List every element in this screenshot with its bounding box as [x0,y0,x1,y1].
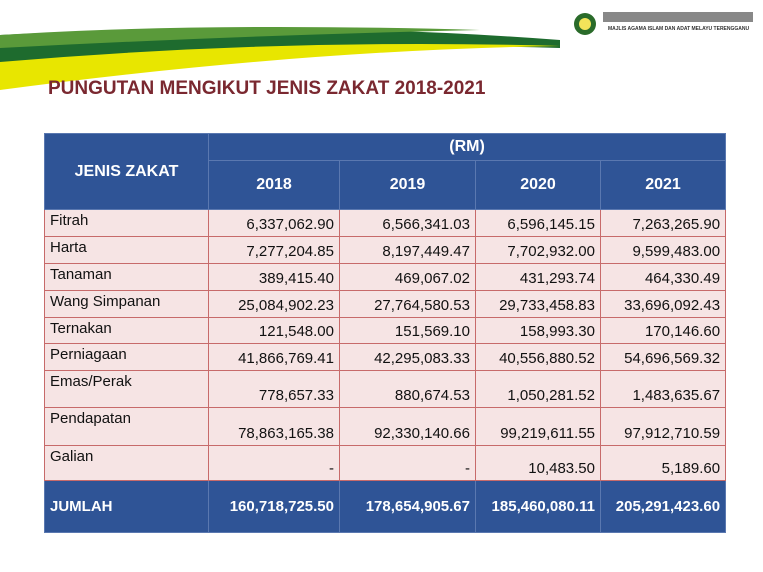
amount: 97,912,710.59 [599,407,727,446]
total-amount: 205,291,423.60 [599,480,727,533]
data-row: Perniagaan 41,866,769.41 42,295,083.33 40,5… [44,343,727,371]
total-label: JUMLAH [44,480,209,533]
amount: 54,696,569.32 [599,343,727,371]
total-amount: 178,654,905.67 [339,480,476,533]
type-label: Emas/Perak [44,370,209,408]
amount: 5,189.60 [599,445,727,481]
slide-title: PUNGUTAN MENGIKUT JENIS ZAKAT 2018-2021 [48,78,486,99]
data-row: Galian - -10,483.50 5,189.60 [44,445,727,481]
total-row: JUMLAH 160,718,725.50 178,654,905.67 185,46… [44,480,727,533]
amount: 170,146.60 [599,317,727,344]
amount: 92,330,140.66 [339,407,476,446]
amount: 464,330.49 [599,263,727,291]
unit-header: (RM) [207,133,727,161]
type-label: Perniagaan [44,343,209,371]
amount: 25,084,902.23 [208,290,340,318]
header-row: 2018 2019 2020 2021 [45,160,727,210]
amount: 880,674.53 [339,370,476,408]
header-row: JENIS ZAKAT (RM) [44,133,727,210]
amount: 78,863,165.38 [208,407,340,446]
amount: 6,596,145.15 [475,209,601,237]
data-row: Wang Simpanan 25,084,902.23 27,764,580.53 2… [44,290,727,318]
amount: 469,067.02 [339,263,476,291]
amount: 9,599,483.00 [599,236,727,264]
amount: - [208,445,340,481]
amount: 8,197,449.47 [339,236,476,264]
data-row: Fitrah 6,337,062.90 6,566,341.03 6,596,145.… [44,209,727,237]
year-header: 2020 [475,160,601,210]
year-header: 2018 [208,160,340,210]
amount: 431,293.74 [475,263,601,291]
amount: 41,866,769.41 [208,343,340,371]
amount: 121,548.00 [208,317,340,344]
type-label: Fitrah [44,209,209,237]
year-header: 2019 [339,160,476,210]
amount: 99,219,611.55 [475,407,601,446]
type-label: Galian [44,445,209,481]
data-row: Harta 7,277,204.85 8,197,449.47 7,702,932.0… [44,236,727,264]
amount: 29,733,458.83 [475,290,601,318]
data-row: Ternakan 121,548.00 151,569.10 158,993.30 17… [44,317,727,344]
amount: 151,569.10 [339,317,476,344]
org-name: MAJLIS AGAMA ISLAM DAN ADAT MELAYU TEREN… [608,26,750,32]
amount: 7,277,204.85 [208,236,340,264]
type-label: Tanaman [44,263,209,291]
type-label: Ternakan [44,317,209,344]
amount: 10,483.50 [475,445,601,481]
corner-header: JENIS ZAKAT [44,133,209,210]
amount: 40,556,880.52 [475,343,601,371]
type-label: Harta [44,236,209,264]
amount: 778,657.33 [208,370,340,408]
amount: 158,993.30 [475,317,601,344]
banner [0,12,753,90]
type-label: Pendapatan [44,407,209,446]
year-header: 2021 [599,160,727,210]
amount: 42,295,083.33 [339,343,476,371]
data-row: Tanaman 389,415.40 469,067.02 431,293.74 464… [44,263,727,291]
data-row: Emas/Perak 778,657.33 880,674.53 1,050,281.… [44,370,727,408]
data-row: Pendapatan 78,863,165.38 92,330,140.66 99,2… [44,407,727,446]
amount: 389,415.40 [208,263,340,291]
amount: - [339,445,476,481]
amount: 6,337,062.90 [208,209,340,237]
zakat-table: JENIS ZAKAT (RM) 2018 2019 2020 2021 Fitrah 6,3… [44,133,727,533]
amount: 7,263,265.90 [599,209,727,237]
amount: 33,696,092.43 [599,290,727,318]
amount: 1,050,281.52 [475,370,601,408]
total-amount: 160,718,725.50 [208,480,340,533]
amount: 7,702,932.00 [475,236,601,264]
type-label: Wang Simpanan [44,290,209,318]
amount: 27,764,580.53 [339,290,476,318]
amount: 6,566,341.03 [339,209,476,237]
total-amount: 185,460,080.11 [475,480,601,533]
amount: 1,483,635.67 [599,370,727,408]
